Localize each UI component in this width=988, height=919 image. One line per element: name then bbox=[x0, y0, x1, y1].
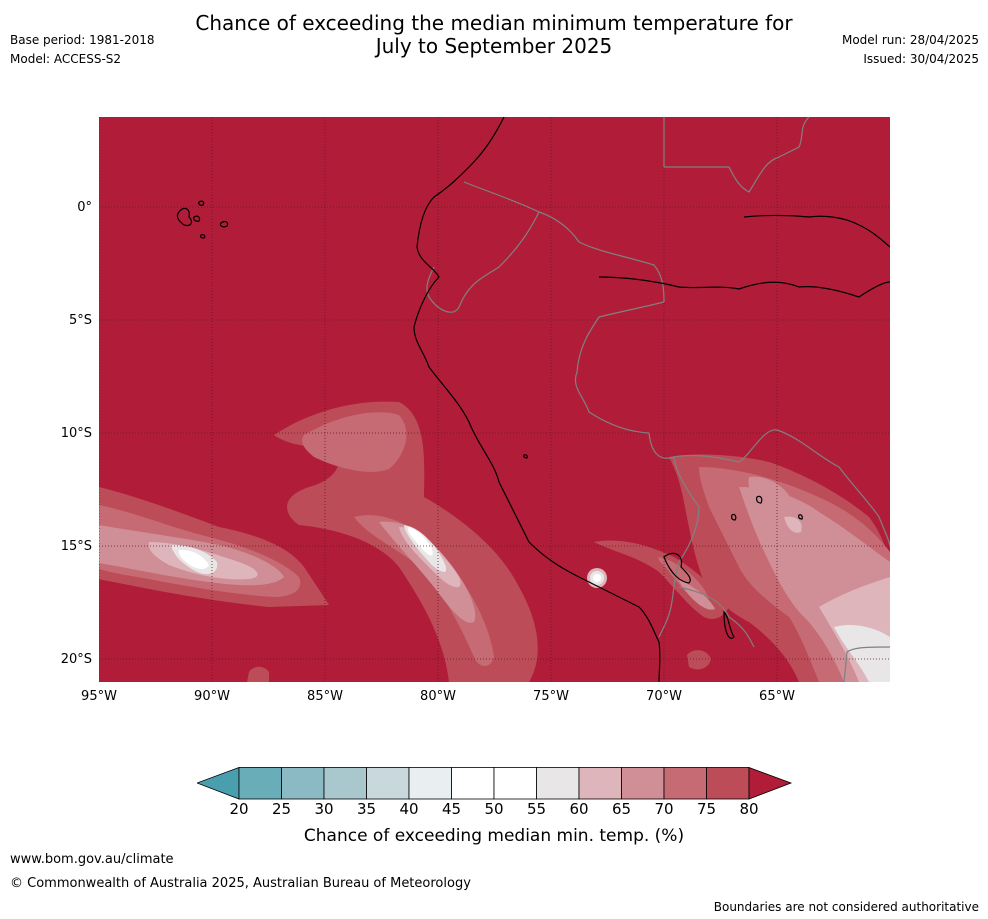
map-panel bbox=[98, 116, 891, 683]
colorbar-tick-label: 80 bbox=[739, 800, 759, 818]
graticule bbox=[98, 117, 890, 682]
model-name: Model: ACCESS-S2 bbox=[10, 52, 122, 66]
lon-label-90w: 90°W bbox=[194, 689, 230, 704]
country-borders bbox=[426, 116, 891, 683]
lon-label-95w: 95°W bbox=[81, 689, 117, 704]
colorbar-segment bbox=[366, 767, 410, 800]
lat-label-0: 0° bbox=[77, 200, 92, 215]
colorbar-tick-label: 20 bbox=[229, 800, 249, 818]
copyright-text: © Commonwealth of Australia 2025, Austra… bbox=[10, 876, 471, 891]
colorbar-tick-label: 65 bbox=[611, 800, 632, 818]
contour-west bbox=[99, 487, 329, 682]
lat-label-15s: 15°S bbox=[60, 539, 92, 554]
colorbar-tick-label: 60 bbox=[569, 800, 589, 818]
colorbar-extend-high bbox=[748, 766, 793, 800]
map-title: Chance of exceeding the median minimum t… bbox=[0, 12, 988, 58]
lon-label-75w: 75°W bbox=[533, 689, 569, 704]
colorbar-tick-label: 40 bbox=[399, 800, 419, 818]
colorbar-tick-label: 55 bbox=[526, 800, 547, 818]
colorbar bbox=[195, 766, 793, 800]
colorbar-segment bbox=[493, 767, 537, 800]
colorbar-segment bbox=[408, 767, 452, 800]
colorbar-tick-label: 75 bbox=[696, 800, 717, 818]
lat-label-10s: 10°S bbox=[60, 426, 92, 441]
contour-central bbox=[274, 401, 538, 682]
website-link[interactable]: www.bom.gov.au/climate bbox=[10, 852, 174, 867]
boundary-disclaimer: Boundaries are not considered authoritat… bbox=[713, 900, 979, 914]
colorbar-segment bbox=[238, 767, 282, 800]
colorbar-label: Chance of exceeding median min. temp. (%… bbox=[303, 826, 685, 846]
colorbar-tick-label: 25 bbox=[271, 800, 292, 818]
colorbar-segment bbox=[281, 767, 325, 800]
model-run: Model run: 28/04/2025 bbox=[841, 33, 979, 47]
colorbar-tick-label: 45 bbox=[441, 800, 462, 818]
lat-label-20s: 20°S bbox=[60, 652, 92, 667]
lon-label-65w: 65°W bbox=[759, 689, 795, 704]
colorbar-tick-label: 70 bbox=[654, 800, 674, 818]
colorbar-segment bbox=[578, 767, 622, 800]
coastline bbox=[176, 116, 891, 683]
colorbar-tick-label: 50 bbox=[484, 800, 504, 818]
lon-label-85w: 85°W bbox=[307, 689, 343, 704]
colorbar-segment bbox=[536, 767, 580, 800]
issued-date: Issued: 30/04/2025 bbox=[863, 52, 979, 66]
contour-east bbox=[587, 454, 890, 682]
lat-label-5s: 5°S bbox=[68, 313, 92, 328]
colorbar-segment bbox=[706, 767, 750, 800]
title-line-1: Chance of exceeding the median minimum t… bbox=[195, 11, 793, 35]
colorbar-graphic bbox=[195, 766, 793, 800]
colorbar-segment bbox=[323, 767, 367, 800]
colorbar-segment bbox=[621, 767, 665, 800]
lon-label-70w: 70°W bbox=[646, 689, 682, 704]
probability-map bbox=[98, 116, 891, 683]
colorbar-segment bbox=[451, 767, 495, 800]
colorbar-tick-label: 35 bbox=[356, 800, 377, 818]
title-line-2: July to September 2025 bbox=[375, 34, 613, 58]
colorbar-extend-low bbox=[195, 766, 240, 800]
lon-label-80w: 80°W bbox=[420, 689, 456, 704]
colorbar-segment bbox=[663, 767, 707, 800]
base-period: Base period: 1981-2018 bbox=[10, 33, 155, 47]
colorbar-tick-label: 30 bbox=[314, 800, 334, 818]
